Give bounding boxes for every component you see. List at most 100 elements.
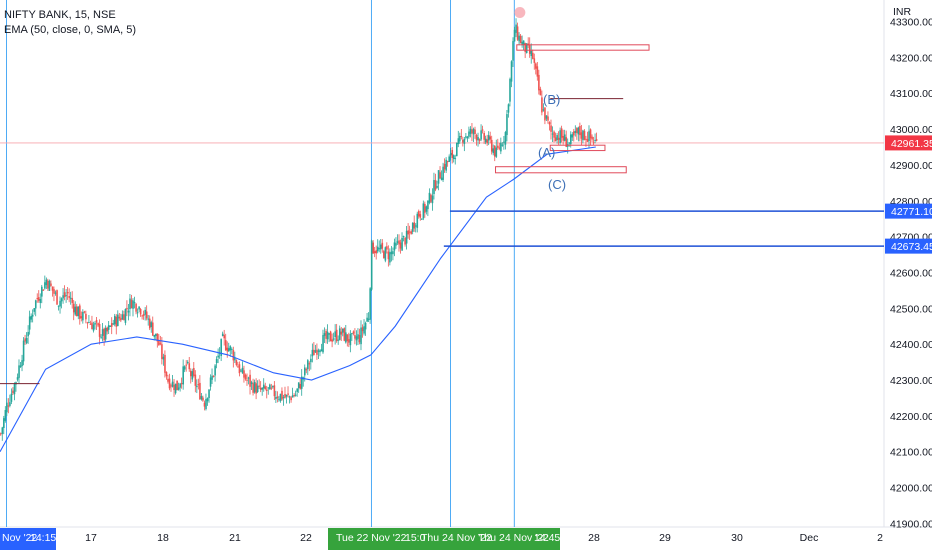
- candle-body: [66, 292, 69, 294]
- candle-body: [419, 214, 422, 218]
- candle-body: [573, 131, 575, 136]
- candle-body: [282, 397, 285, 399]
- candle-body: [384, 247, 387, 261]
- candle-body: [269, 384, 271, 390]
- candle-body: [65, 295, 67, 297]
- candle-body: [579, 126, 581, 136]
- candle-body: [331, 339, 333, 342]
- candle-body: [431, 195, 434, 204]
- candle-body: [533, 58, 536, 63]
- candle-body: [311, 349, 314, 357]
- candle-body: [399, 242, 402, 249]
- candle-body: [586, 139, 589, 142]
- y-tick-label: 42900.00: [890, 160, 932, 172]
- candle-body: [191, 371, 194, 380]
- candle-body: [33, 308, 36, 312]
- candle-body: [211, 375, 213, 380]
- candle-body: [231, 348, 233, 350]
- candle-body: [47, 280, 49, 289]
- candle-body: [259, 387, 262, 390]
- candle-body: [215, 359, 218, 364]
- price-tag: [885, 238, 932, 254]
- candle-body: [24, 338, 26, 342]
- candle-body: [404, 237, 406, 245]
- candle-body: [515, 24, 517, 33]
- candle-body: [500, 142, 502, 152]
- candle-body: [577, 127, 580, 135]
- candle-body: [139, 309, 142, 315]
- candle-body: [62, 295, 64, 299]
- candle-body: [104, 327, 107, 340]
- candle-body: [335, 329, 338, 342]
- candle-body: [276, 396, 279, 399]
- candle-body: [481, 129, 484, 131]
- candle-body: [328, 333, 330, 335]
- candle-body: [571, 134, 574, 138]
- candle-body: [288, 396, 291, 398]
- candle-body: [120, 318, 122, 321]
- candle-body: [475, 134, 478, 141]
- candle-body: [525, 43, 528, 54]
- candle-body: [430, 194, 432, 202]
- candle-body: [176, 380, 178, 391]
- candle-body: [478, 139, 481, 141]
- candle-body: [34, 300, 37, 309]
- candle-body: [501, 144, 504, 146]
- candle-body: [72, 303, 75, 313]
- candle-body: [285, 394, 288, 397]
- candle-body: [152, 322, 154, 336]
- price-tag-label: 42961.35: [891, 138, 932, 150]
- y-tick-label: 42600.00: [890, 267, 932, 279]
- candle-body: [74, 306, 77, 315]
- candle-body: [471, 129, 473, 134]
- candle-body: [10, 393, 13, 402]
- candle-body: [91, 322, 93, 330]
- x-tick-label: 21: [229, 532, 241, 544]
- candle-body: [310, 358, 312, 363]
- candle-body: [319, 350, 321, 353]
- candle-body: [190, 370, 192, 377]
- candle-body: [507, 104, 510, 113]
- candle-body: [559, 130, 561, 143]
- candle-body: [173, 384, 175, 391]
- candle-body: [145, 311, 148, 319]
- candle-body: [452, 155, 455, 159]
- candle-body: [591, 136, 593, 140]
- candle-body: [469, 128, 472, 134]
- candle-body: [395, 243, 397, 246]
- candle-body: [273, 385, 276, 397]
- candle-body: [592, 142, 595, 144]
- candle-body: [401, 237, 403, 251]
- candle-body: [316, 349, 318, 355]
- candle-body: [554, 137, 557, 142]
- candle-body: [588, 131, 590, 141]
- candle-body: [589, 129, 592, 139]
- candle-body: [446, 161, 449, 163]
- candle-body: [486, 139, 488, 144]
- time-tag-label: 14:45: [534, 532, 560, 544]
- candle-body: [18, 365, 20, 378]
- candle-body: [197, 384, 200, 386]
- candle-body: [85, 313, 87, 320]
- candle-body: [21, 360, 23, 367]
- y-tick-label: 41900.00: [890, 518, 932, 530]
- candle-body: [243, 370, 245, 378]
- candle-body: [264, 386, 267, 390]
- price-tag-label: 42673.45: [891, 241, 932, 253]
- candle-body: [300, 376, 303, 389]
- candle-body: [200, 395, 203, 400]
- candle-body: [165, 371, 168, 377]
- candle-body: [183, 366, 186, 370]
- candle-body: [414, 225, 417, 227]
- candle-body: [193, 368, 195, 376]
- candle-body: [428, 192, 431, 203]
- candle-body: [411, 223, 414, 232]
- y-tick-label: 42300.00: [890, 375, 932, 387]
- candle-body: [141, 315, 143, 317]
- candle-body: [378, 248, 381, 250]
- candle-body: [313, 349, 315, 356]
- candle-body: [287, 393, 289, 395]
- candle-body: [9, 402, 11, 406]
